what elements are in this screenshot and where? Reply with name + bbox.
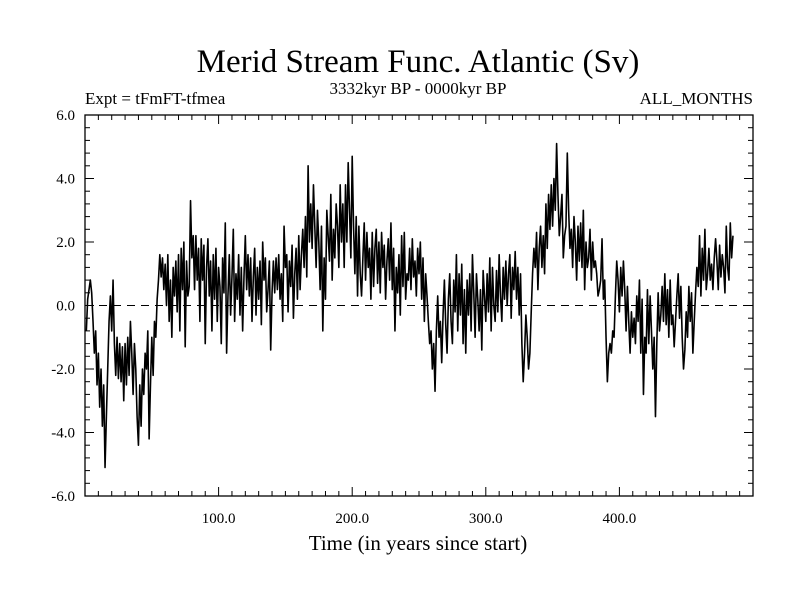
y-tick-label: 0.0 <box>56 299 75 315</box>
y-tick-label: 2.0 <box>56 235 75 251</box>
series-layer <box>85 142 734 469</box>
y-tick-label: -6.0 <box>51 489 75 505</box>
period-label: 3332kyr BP - 0000kyr BP <box>330 79 507 98</box>
y-tick-label: -2.0 <box>51 362 75 378</box>
x-tick-label: 300.0 <box>469 511 503 527</box>
x-tick-label: 100.0 <box>202 511 236 527</box>
y-tick-label: 4.0 <box>56 172 75 188</box>
axes-layer: -6.0 -4.0 -2.0 0.0 2.0 4.0 6.0 100.0 200.0 300.0 4… <box>51 108 754 527</box>
chart-title: Merid Stream Func. Atlantic (Sv) <box>197 44 640 80</box>
x-tick-label: 400.0 <box>603 511 637 527</box>
x-axis-label: Time (in years since start) <box>309 531 528 555</box>
series-line-0 <box>85 142 734 469</box>
y-tick-label: -4.0 <box>51 426 75 442</box>
months-label: ALL_MONTHS <box>640 89 753 108</box>
y-tick-label: 6.0 <box>56 108 75 124</box>
experiment-label: Expt = tFmFT-tfmea <box>85 89 226 108</box>
x-tick-label: 200.0 <box>335 511 369 527</box>
